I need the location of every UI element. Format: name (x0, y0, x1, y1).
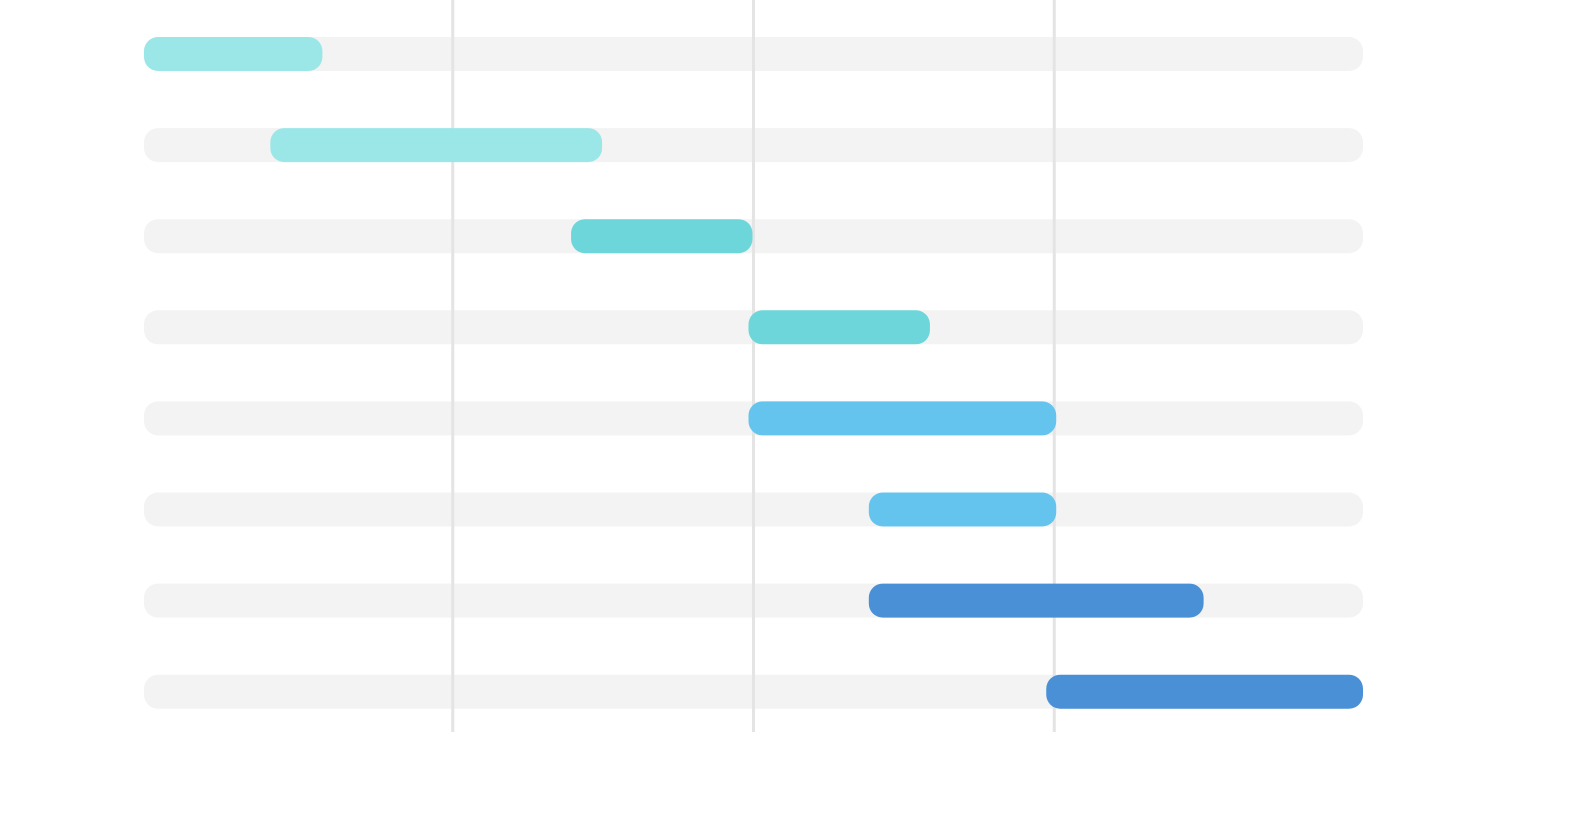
task-bars (144, 37, 1363, 709)
task-bar-1[interactable] (144, 37, 323, 71)
task-bar-4[interactable] (748, 310, 930, 345)
task-bar-7[interactable] (868, 583, 1204, 618)
task-bar-8[interactable] (1046, 674, 1363, 709)
task-bar-3[interactable] (571, 219, 753, 254)
gridlines (451, 0, 1056, 732)
task-bar-2[interactable] (270, 128, 603, 163)
task-bar-5[interactable] (748, 401, 1057, 436)
task-bar-6[interactable] (868, 492, 1057, 527)
